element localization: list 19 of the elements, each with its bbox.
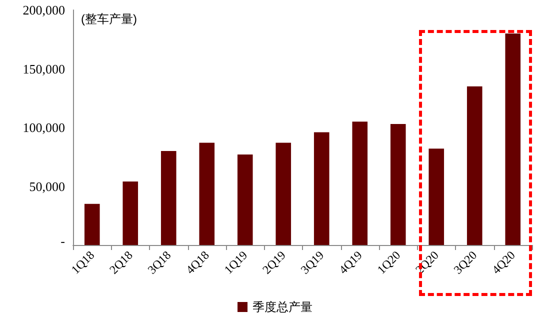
bar <box>84 204 100 245</box>
bar <box>352 122 368 245</box>
legend-label: 季度总产量 <box>252 300 312 314</box>
y-tick-label: - <box>60 234 65 248</box>
y-axis-title: (整车产量) <box>81 12 137 26</box>
bar <box>466 86 482 245</box>
bar <box>237 154 253 245</box>
bar <box>276 142 292 245</box>
y-tick-label: 50,000 <box>29 178 65 194</box>
bar <box>199 142 215 245</box>
y-tick-label: 200,000 <box>22 2 65 18</box>
bar <box>428 148 444 245</box>
y-tick-label: 100,000 <box>22 120 65 135</box>
bar <box>160 151 176 245</box>
bar <box>505 34 521 245</box>
y-tick-label: 150,000 <box>22 61 65 76</box>
bar <box>314 132 330 245</box>
bar <box>390 124 406 245</box>
bar <box>122 182 138 245</box>
